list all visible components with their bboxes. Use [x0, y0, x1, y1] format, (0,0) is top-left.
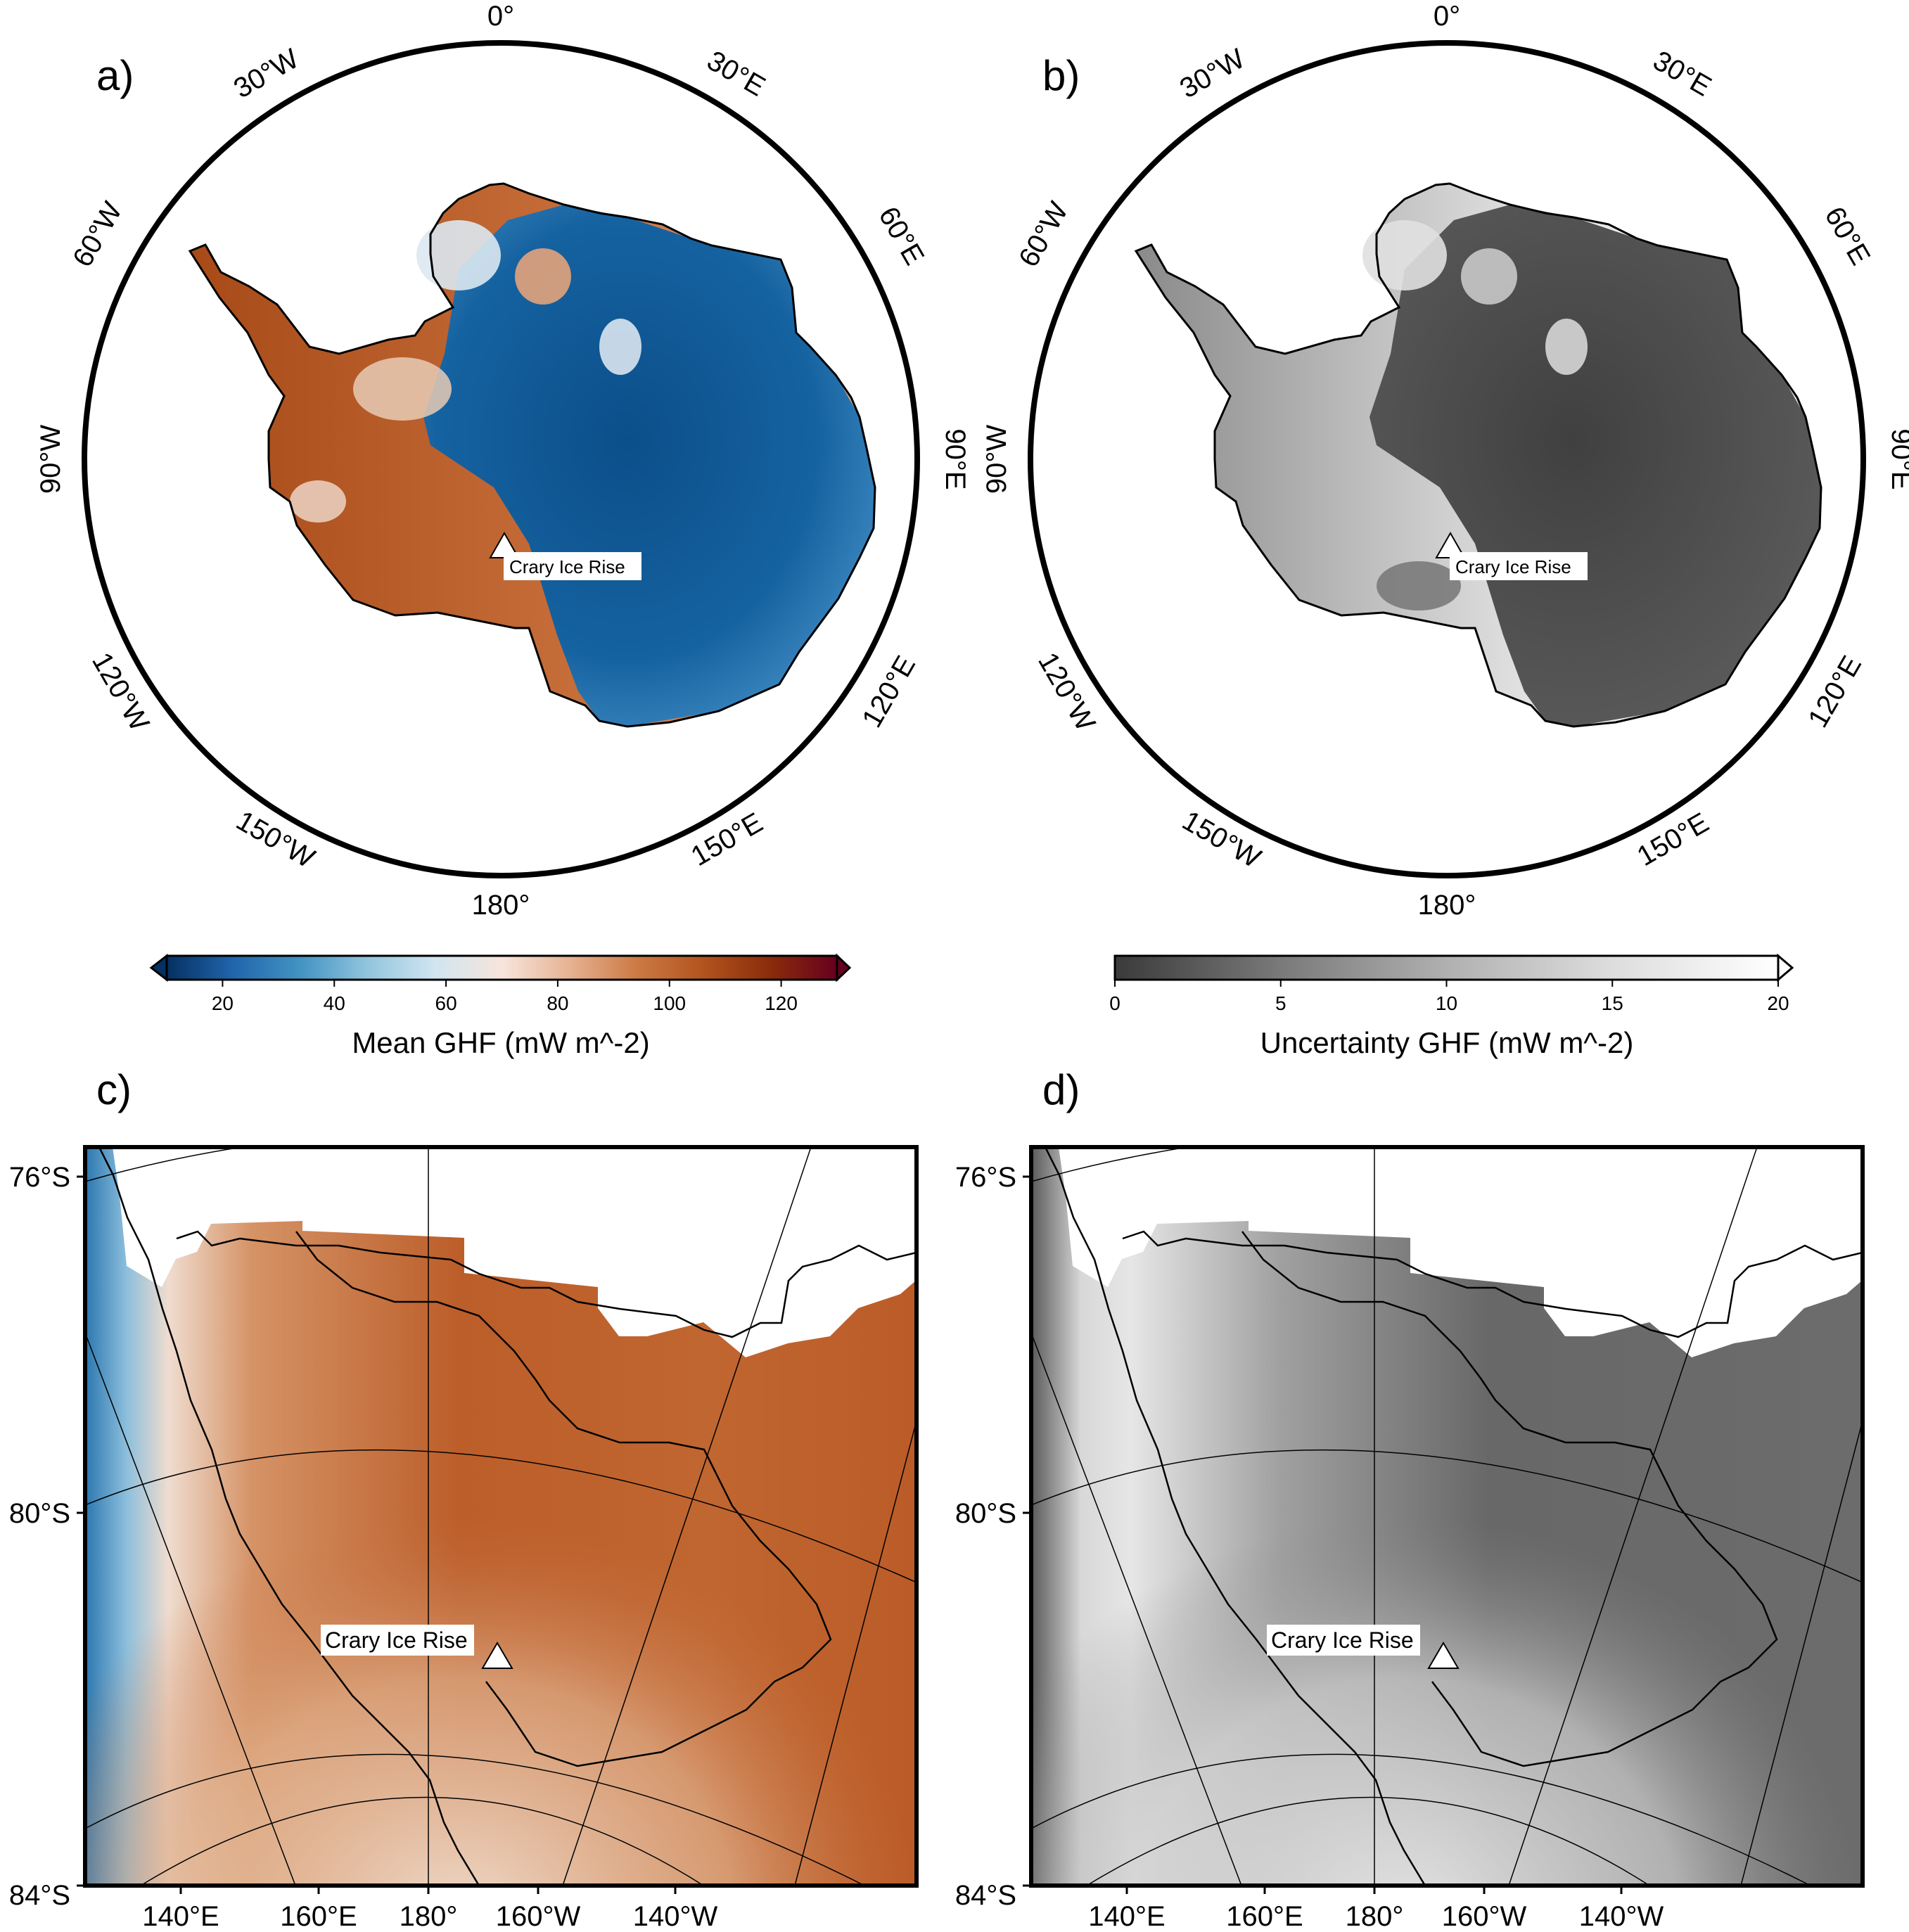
colorbar-tick-label: 20 [212, 992, 234, 1014]
panel-c: c) Crary Ice [9, 1066, 919, 1932]
lat-label: 80°S [9, 1498, 70, 1529]
lat-label: 76°S [9, 1162, 70, 1193]
panel-c-marker-label: Crary Ice Rise [325, 1627, 468, 1653]
panel-a-patch [515, 248, 571, 305]
lat-label: 76°S [955, 1162, 1016, 1193]
lon-label: 0° [1434, 1, 1460, 32]
panel-c-letter: c) [96, 1066, 132, 1113]
colorbar-mean-ticks: 20 40 60 80 100 120 [212, 980, 798, 1014]
lon-label: 60°W [67, 197, 128, 272]
lon-label: 160°W [496, 1901, 581, 1932]
panel-a-marker-label: Crary Ice Rise [509, 556, 625, 577]
panel-a-patch [353, 357, 452, 421]
panel-d-graticule [1031, 1147, 1863, 1886]
lon-label: 60°E [872, 202, 930, 270]
lon-label: 90°E [1886, 428, 1909, 490]
lon-label: 90°W [35, 425, 66, 494]
panel-b-patch [1362, 220, 1447, 290]
colorbar-tick-label: 60 [435, 992, 457, 1014]
panel-a-marker-label-box [504, 552, 641, 580]
lon-label: 90°E [940, 428, 971, 490]
colorbar-mean-bar [165, 954, 838, 981]
panel-c-ocean [113, 1147, 917, 1357]
panel-c-ticks [77, 1175, 677, 1894]
lon-label: 90°W [981, 425, 1012, 494]
colorbar-tick-label: 0 [1109, 992, 1120, 1014]
lon-label: 160°W [1442, 1901, 1527, 1932]
panel-b-patch [1461, 248, 1517, 305]
colorbar-tick-label: 20 [1767, 992, 1789, 1014]
panel-d-letter: d) [1042, 1066, 1080, 1113]
lon-label: 60°E [1818, 202, 1876, 270]
panel-b-polar-map: Crary Ice Rise [1028, 40, 1866, 878]
lon-label: 30°E [702, 45, 770, 103]
lon-label: 180° [400, 1901, 458, 1932]
panel-a-patch [290, 480, 346, 523]
panel-b-letter: b) [1042, 52, 1080, 99]
colorbar-uncertainty-high-triangle [1777, 953, 1794, 983]
colorbar-tick-label: 10 [1436, 992, 1457, 1014]
panel-d-regional-map: Crary Ice Rise [1031, 1147, 1863, 1886]
panel-b-patch [1545, 319, 1588, 375]
panel-c-crary-marker-icon [481, 1642, 513, 1669]
panel-b-marker-label-box [1450, 552, 1588, 580]
panel-c-regional-map: Crary Ice Rise [85, 1147, 917, 1886]
lat-label: 84°S [955, 1880, 1016, 1911]
panel-a: a) Crary Ice Rise 0° 30°E 60°E 90°E 120°… [35, 1, 971, 921]
colorbar-uncertainty: 0 5 10 15 20 Uncertainty GHF (mW m^-2) [1109, 953, 1794, 1059]
colorbar-mean-high-triangle [836, 953, 852, 983]
colorbar-tick-label: 120 [765, 992, 798, 1014]
colorbar-mean-title: Mean GHF (mW m^-2) [352, 1026, 649, 1059]
colorbar-tick-label: 80 [547, 992, 568, 1014]
lon-label: 160°E [1226, 1901, 1303, 1932]
colorbar-tick-label: 40 [324, 992, 345, 1014]
panel-c-frame [83, 1145, 919, 1888]
colorbar-uncertainty-bar [1113, 954, 1780, 981]
colorbar-tick-label: 5 [1275, 992, 1286, 1014]
panel-b-patch [1377, 561, 1461, 610]
lat-label: 84°S [9, 1880, 70, 1911]
panel-d-ocean [1059, 1147, 1863, 1357]
colorbar-mean-low-triangle [149, 953, 168, 983]
panel-a-patch [416, 220, 501, 290]
colorbar-uncertainty-title: Uncertainty GHF (mW m^-2) [1260, 1026, 1634, 1059]
colorbar-tick-label: 15 [1602, 992, 1623, 1014]
lon-label: 30°E [1648, 45, 1716, 103]
lon-label: 30°W [229, 43, 304, 104]
lon-label: 0° [487, 1, 514, 32]
panel-b-marker-label: Crary Ice Rise [1455, 556, 1571, 577]
panel-a-polar-map: Crary Ice Rise [82, 40, 920, 878]
lon-label: 160°E [280, 1901, 357, 1932]
panel-b: b) Crary Ice Rise 0° 30°E 60°E 90°E 120°… [981, 1, 1909, 921]
lon-label: 140°E [1088, 1901, 1165, 1932]
lat-label: 80°S [955, 1498, 1016, 1529]
panel-d: d) Crary Ice Rise [955, 1066, 1865, 1932]
lon-label: 140°W [1579, 1901, 1664, 1932]
panel-d-frame [1029, 1145, 1865, 1888]
panel-d-marker-label-box [1267, 1625, 1420, 1656]
lon-label: 30°W [1175, 43, 1250, 104]
panel-c-graticule [85, 1147, 917, 1886]
lon-label: 60°W [1013, 197, 1074, 272]
panel-d-marker-label: Crary Ice Rise [1271, 1627, 1414, 1653]
panel-d-crary-marker-icon [1427, 1642, 1460, 1669]
colorbar-mean: 20 40 60 80 100 120 Mean GHF (mW m^-2) [149, 953, 852, 1059]
panel-c-marker-label-box [321, 1625, 474, 1656]
lon-label: 140°E [142, 1901, 219, 1932]
panel-a-letter: a) [96, 52, 134, 99]
colorbar-uncertainty-ticks: 0 5 10 15 20 [1109, 980, 1789, 1014]
lon-label: 180° [472, 890, 530, 921]
colorbar-tick-label: 100 [653, 992, 686, 1014]
panel-d-ticks [1023, 1175, 1623, 1894]
lon-label: 180° [1346, 1901, 1404, 1932]
panel-a-patch [599, 319, 641, 375]
lon-label: 140°W [633, 1901, 718, 1932]
lon-label: 180° [1418, 890, 1476, 921]
